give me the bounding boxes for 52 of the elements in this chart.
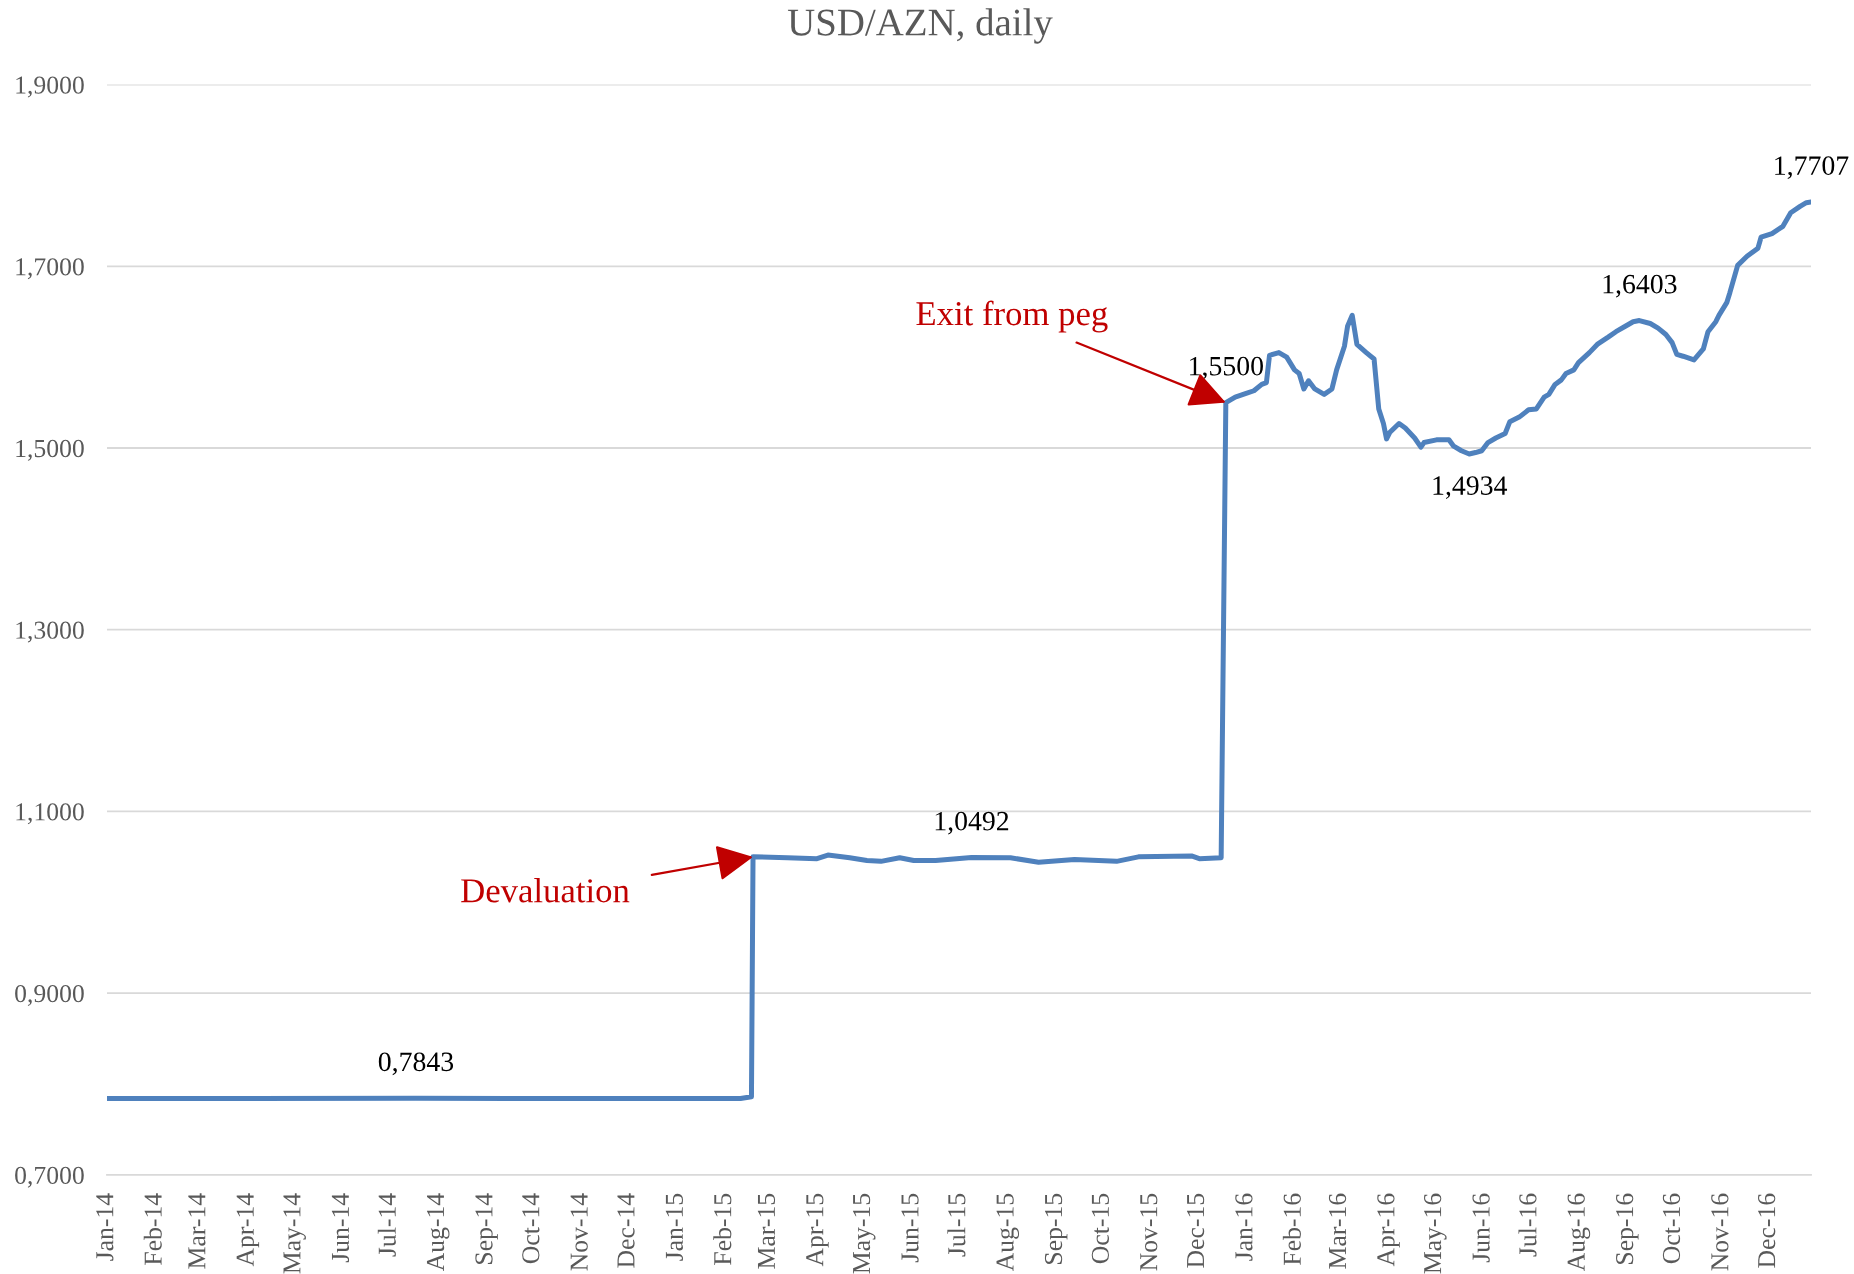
x-tick-label: Oct-14 <box>522 1193 540 1264</box>
x-tick-label: Oct-16 <box>1662 1193 1681 1264</box>
data-label: 1,4934 <box>1433 476 1508 499</box>
x-tick-label: Apr-16 <box>1377 1193 1400 1267</box>
x-tick-label: Apr-14 <box>236 1193 260 1267</box>
y-tick-label: 0,7000 <box>15 1166 84 1188</box>
x-tick-label: Sep-16 <box>1616 1193 1639 1264</box>
y-tick-label: 1,1000 <box>16 803 84 825</box>
x-tick-label: Sep-14 <box>475 1193 498 1264</box>
data-label: 1,7707 <box>1775 156 1849 180</box>
x-tick-label: Jul-14 <box>377 1193 396 1257</box>
x-tick-label: Oct-15 <box>1091 1193 1109 1264</box>
data-label: 1,6403 <box>1603 274 1677 298</box>
y-tick-label: 1,9000 <box>16 76 84 98</box>
x-tick-label: Jun-16 <box>1472 1193 1490 1263</box>
x-tick-label: Jan-14 <box>96 1193 114 1261</box>
y-tick-label: 1,7000 <box>16 258 84 280</box>
x-tick-label: Dec-15 <box>1186 1193 1205 1268</box>
x-tick-label: Sep-15 <box>1044 1193 1068 1264</box>
x-tick-label: May-14 <box>283 1193 306 1274</box>
x-tick-label: Aug-14 <box>426 1193 450 1272</box>
x-tick-label: Dec-16 <box>1758 1193 1776 1268</box>
x-tick-label: Jul-15 <box>947 1193 966 1257</box>
x-tick-label: Nov-16 <box>1711 1193 1729 1271</box>
x-tick-label: Aug-16 <box>1567 1193 1591 1272</box>
x-tick-label: Feb-16 <box>1282 1193 1301 1265</box>
y-tick-label: 1,5000 <box>16 439 84 461</box>
x-tick-label: May-16 <box>1424 1193 1447 1274</box>
data-label: 0,7843 <box>378 1052 454 1076</box>
x-tick-label: Dec-14 <box>617 1193 635 1268</box>
chart-title: USD/AZN, daily <box>787 8 1053 44</box>
x-tick-label: Nov-14 <box>570 1193 588 1271</box>
x-tick-label: Jul-16 <box>1518 1193 1537 1257</box>
x-tick-label: Feb-15 <box>713 1193 732 1265</box>
x-tick-label: Mar-16 <box>1328 1193 1347 1269</box>
x-tick-label: Jan-15 <box>665 1193 683 1261</box>
x-tick-label: May-15 <box>852 1193 876 1274</box>
x-tick-label: Feb-14 <box>143 1193 162 1265</box>
x-tick-label: Nov-15 <box>1140 1193 1158 1271</box>
y-tick-label: 1,3000 <box>16 621 84 643</box>
annotation: Devaluation <box>461 878 630 903</box>
x-tick-label: Jun-15 <box>901 1193 919 1263</box>
x-tick-label: Aug-15 <box>996 1193 1020 1272</box>
x-tick-label: Jun-14 <box>331 1193 350 1263</box>
x-tick-label: Mar-14 <box>188 1193 206 1269</box>
x-tick-label: Mar-15 <box>757 1193 776 1269</box>
x-tick-label: Jan-16 <box>1235 1193 1253 1261</box>
annotation: Exit from peg <box>916 300 1108 333</box>
data-label: 1,0492 <box>935 811 1009 835</box>
y-tick-label: 0,9000 <box>15 984 84 1006</box>
data-label: 1,5500 <box>1190 356 1263 380</box>
x-tick-label: Apr-15 <box>806 1193 829 1267</box>
